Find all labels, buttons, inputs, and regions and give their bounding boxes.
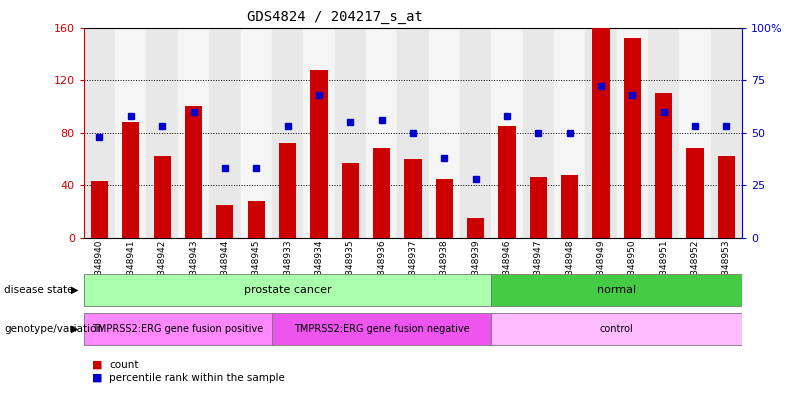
Bar (373, 149, 390, 238)
Bar (467, 218, 484, 238)
Bar (303, 28, 334, 238)
Bar (240, 28, 272, 238)
Bar (686, 149, 704, 238)
Bar (272, 28, 303, 238)
FancyBboxPatch shape (84, 313, 272, 345)
Bar (147, 28, 178, 238)
Text: ▶: ▶ (71, 285, 78, 295)
Bar (648, 28, 679, 238)
Text: TMPRSS2:ERG gene fusion negative: TMPRSS2:ERG gene fusion negative (294, 324, 469, 334)
Text: prostate cancer: prostate cancer (243, 285, 331, 295)
Bar (185, 107, 202, 238)
Bar (334, 28, 366, 238)
Bar (530, 177, 547, 238)
Bar (178, 28, 209, 238)
Bar (554, 28, 586, 238)
Bar (209, 28, 240, 238)
Bar (122, 122, 140, 238)
Text: genotype/variation: genotype/variation (4, 324, 103, 334)
Bar (679, 28, 711, 238)
Bar (561, 174, 579, 238)
Bar (460, 28, 492, 238)
Text: count: count (109, 360, 139, 370)
Bar (592, 28, 610, 238)
Bar (397, 28, 429, 238)
FancyBboxPatch shape (492, 274, 742, 306)
Text: disease state: disease state (4, 285, 73, 295)
Bar (342, 163, 359, 238)
Bar (624, 38, 641, 238)
Bar (84, 28, 115, 238)
Bar (523, 28, 554, 238)
Text: ▶: ▶ (71, 324, 78, 334)
Bar (436, 179, 453, 238)
FancyBboxPatch shape (492, 313, 742, 345)
Text: normal: normal (597, 285, 636, 295)
Bar (153, 156, 171, 238)
Bar (718, 156, 735, 238)
FancyBboxPatch shape (84, 274, 492, 306)
Bar (405, 159, 421, 238)
Bar (499, 126, 516, 238)
Bar (492, 28, 523, 238)
Bar (711, 28, 742, 238)
Bar (91, 181, 108, 238)
Text: control: control (600, 324, 634, 334)
Bar (216, 205, 234, 238)
Text: TMPRSS2:ERG gene fusion positive: TMPRSS2:ERG gene fusion positive (93, 324, 263, 334)
Bar (247, 201, 265, 238)
Text: percentile rank within the sample: percentile rank within the sample (109, 373, 285, 383)
Bar (279, 143, 296, 238)
FancyBboxPatch shape (272, 313, 492, 345)
Bar (617, 28, 648, 238)
Bar (586, 28, 617, 238)
Bar (366, 28, 397, 238)
Bar (310, 70, 327, 238)
Text: ■: ■ (92, 373, 102, 383)
Bar (429, 28, 460, 238)
Text: ■: ■ (92, 360, 102, 370)
Bar (115, 28, 147, 238)
Bar (655, 93, 673, 238)
Text: GDS4824 / 204217_s_at: GDS4824 / 204217_s_at (247, 10, 423, 24)
